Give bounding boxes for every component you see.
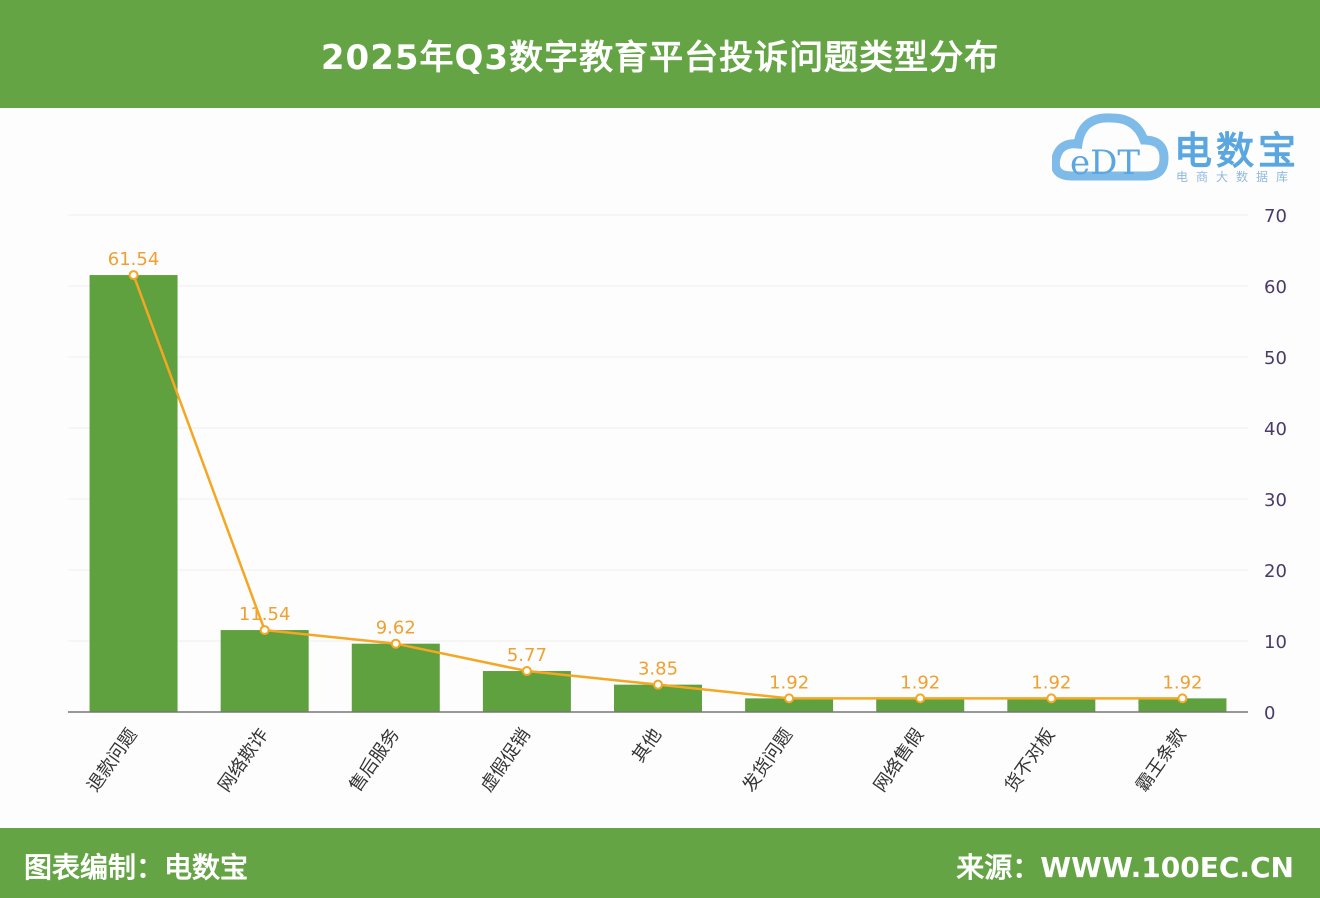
bar bbox=[351, 643, 440, 712]
y-tick-label: 20 bbox=[1264, 561, 1287, 582]
bar bbox=[876, 698, 965, 712]
y-tick-label: 0 bbox=[1264, 703, 1275, 724]
x-tick-label: 网络售假 bbox=[870, 725, 928, 796]
footer-source: 来源：WWW.100EC.CN bbox=[956, 851, 1294, 884]
chart-header: 2025年Q3数字教育平台投诉问题类型分布 bbox=[0, 0, 1320, 108]
logo-brand: 电数宝 bbox=[1174, 129, 1301, 173]
line-point bbox=[1046, 693, 1057, 704]
x-tick-label: 发货问题 bbox=[739, 725, 797, 796]
cloud-logo-icon: eDT bbox=[1050, 113, 1169, 183]
y-tick-label: 50 bbox=[1264, 348, 1287, 369]
data-label: 61.54 bbox=[108, 249, 160, 270]
footer-credit: 图表编制：电数宝 bbox=[24, 851, 249, 884]
line-point bbox=[259, 625, 270, 636]
chart-footer: 图表编制：电数宝 来源：WWW.100EC.CN bbox=[0, 828, 1320, 898]
data-label: 11.54 bbox=[239, 604, 291, 625]
line-point bbox=[784, 693, 795, 704]
line-point bbox=[390, 638, 401, 649]
logo-subtitle: 电商大数据库 bbox=[1176, 170, 1297, 184]
y-tick-label: 40 bbox=[1264, 419, 1287, 440]
y-tick-label: 70 bbox=[1264, 206, 1287, 227]
chart-title: 2025年Q3数字教育平台投诉问题类型分布 bbox=[320, 37, 1000, 78]
logo: eDT 电数宝 电商大数据库 bbox=[1050, 106, 1312, 191]
bar bbox=[1007, 698, 1096, 712]
x-tick-label: 售后服务 bbox=[345, 725, 403, 796]
y-tick-label: 10 bbox=[1264, 632, 1287, 653]
line-point bbox=[915, 693, 926, 704]
data-label: 9.62 bbox=[376, 618, 416, 639]
x-tick-label: 网络欺诈 bbox=[214, 725, 272, 796]
x-tick-label: 退款问题 bbox=[83, 725, 141, 796]
x-tick-label: 霸王条款 bbox=[1132, 725, 1190, 796]
line-point bbox=[653, 679, 663, 690]
x-tick-label: 其他 bbox=[628, 725, 666, 767]
bar bbox=[220, 630, 309, 712]
y-tick-label: 60 bbox=[1264, 277, 1287, 298]
svg-text:eDT: eDT bbox=[1070, 143, 1140, 183]
x-tick-label: 虚假促销 bbox=[476, 725, 534, 796]
data-label: 5.77 bbox=[507, 645, 547, 666]
data-label: 1.92 bbox=[1031, 672, 1071, 693]
data-label: 1.92 bbox=[769, 672, 809, 693]
bar bbox=[1138, 698, 1227, 712]
bar bbox=[482, 671, 571, 712]
bar bbox=[745, 698, 834, 712]
line-point bbox=[1177, 693, 1188, 704]
data-label: 1.92 bbox=[900, 672, 940, 693]
line-point bbox=[521, 666, 532, 677]
y-tick-label: 30 bbox=[1264, 490, 1287, 511]
line-point bbox=[128, 270, 139, 281]
data-label: 3.85 bbox=[638, 659, 678, 680]
x-tick-label: 货不对板 bbox=[1001, 725, 1059, 796]
data-label: 1.92 bbox=[1162, 672, 1202, 693]
bar bbox=[89, 275, 178, 712]
